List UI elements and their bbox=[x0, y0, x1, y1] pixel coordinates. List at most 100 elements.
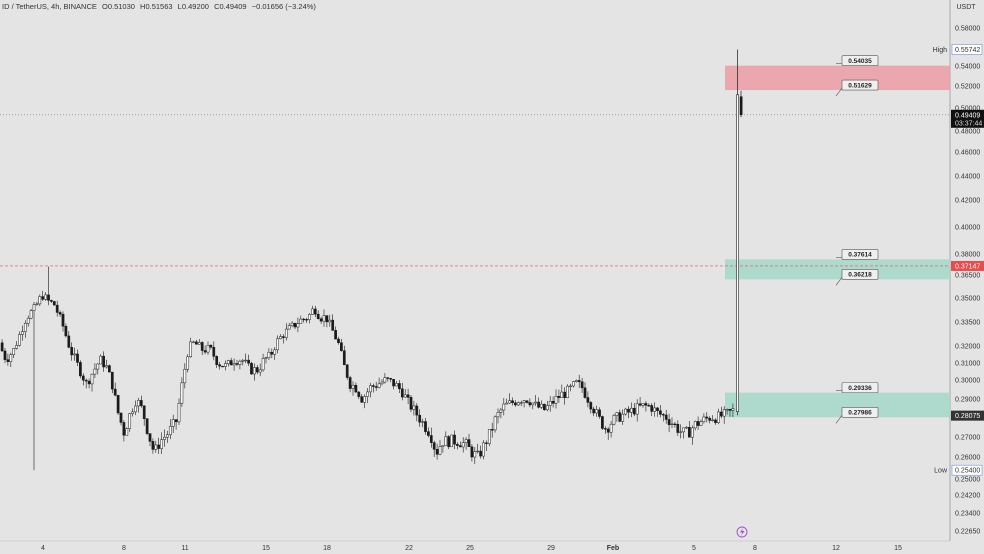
candle-body bbox=[128, 413, 132, 429]
candle-body bbox=[661, 414, 665, 416]
candle-body bbox=[154, 444, 158, 450]
last-candle-body bbox=[739, 96, 743, 116]
zone-callout-box bbox=[841, 382, 879, 393]
candle-body bbox=[528, 402, 532, 406]
candle-body bbox=[711, 419, 714, 421]
candle-body bbox=[18, 334, 21, 346]
zone-callout-label: 0.36218 bbox=[848, 272, 872, 279]
candle-body bbox=[342, 350, 346, 366]
candle-body bbox=[569, 385, 572, 388]
low-value: 0.25400 bbox=[955, 468, 980, 475]
candle-body bbox=[284, 328, 288, 338]
high-value: H0.51563 bbox=[140, 2, 173, 11]
candle-body bbox=[456, 444, 459, 446]
candle-body bbox=[322, 315, 326, 322]
candle-body bbox=[264, 357, 268, 359]
candle-body bbox=[47, 294, 50, 301]
candle-body bbox=[87, 380, 91, 385]
candle-body bbox=[96, 363, 100, 370]
candle-body bbox=[574, 380, 578, 382]
candle-body bbox=[0, 342, 4, 352]
candle-body bbox=[444, 436, 448, 446]
candle-body bbox=[261, 358, 265, 371]
candle-body bbox=[238, 360, 242, 365]
candles-group bbox=[0, 49, 743, 471]
zone-callout-label: 0.54035 bbox=[848, 58, 872, 65]
candle-body bbox=[351, 384, 355, 389]
x-tick-label: 29 bbox=[547, 545, 555, 552]
y-tick-label: 0.54000 bbox=[955, 64, 980, 71]
candle-body bbox=[476, 450, 480, 453]
candle-body bbox=[212, 346, 216, 357]
candle-body bbox=[441, 445, 445, 447]
candle-body bbox=[601, 416, 604, 429]
candle-body bbox=[685, 427, 688, 429]
candle-body bbox=[6, 359, 10, 362]
candle-body bbox=[421, 421, 424, 423]
low-label: Low bbox=[934, 468, 948, 475]
current-price-badge bbox=[951, 109, 984, 128]
candle-body bbox=[479, 450, 482, 457]
candle-body bbox=[682, 427, 685, 433]
x-tick-label: 18 bbox=[323, 545, 331, 552]
x-tick-label: 5 bbox=[692, 545, 696, 552]
candle-body bbox=[84, 379, 88, 382]
candle-body bbox=[371, 385, 375, 387]
candle-body bbox=[690, 427, 694, 438]
candle-body bbox=[302, 318, 306, 321]
candle-body bbox=[609, 423, 613, 433]
low-badge bbox=[951, 464, 983, 476]
candle-body bbox=[722, 409, 726, 417]
candle-body bbox=[296, 323, 300, 328]
candle-body bbox=[679, 431, 683, 433]
candle-body bbox=[534, 401, 538, 404]
y-tick-label: 0.27000 bbox=[955, 435, 980, 442]
candle-body bbox=[705, 416, 709, 419]
candle-body bbox=[458, 445, 462, 448]
candle-body bbox=[229, 360, 233, 366]
candle-body bbox=[299, 318, 303, 324]
x-tick-label: 12 bbox=[832, 545, 840, 552]
y-tick-label: 0.30000 bbox=[955, 378, 980, 385]
candle-body bbox=[606, 428, 610, 433]
candle-body bbox=[708, 417, 712, 421]
candle-body bbox=[340, 342, 343, 351]
candle-body bbox=[76, 353, 79, 363]
candle-body bbox=[450, 434, 453, 448]
candle-body bbox=[461, 442, 465, 448]
candle-body bbox=[319, 318, 323, 322]
candle-body bbox=[624, 408, 627, 415]
candle-body bbox=[632, 407, 636, 415]
candle-body bbox=[255, 367, 259, 373]
candle-body bbox=[560, 391, 564, 398]
candle-body bbox=[357, 391, 361, 397]
candle-body bbox=[717, 411, 720, 423]
candle-body bbox=[627, 408, 630, 413]
candle-body bbox=[386, 377, 390, 379]
candle-body bbox=[699, 421, 703, 426]
y-tick-label: 0.36500 bbox=[955, 273, 980, 280]
candle-body bbox=[377, 383, 381, 388]
candle-body bbox=[308, 314, 311, 320]
candle-body bbox=[728, 409, 732, 411]
y-tick-label: 0.29000 bbox=[955, 397, 980, 404]
last-close-value: 0.28075 bbox=[955, 413, 980, 420]
candle-body bbox=[400, 388, 404, 398]
candle-body bbox=[189, 341, 192, 358]
candle-body bbox=[90, 373, 94, 385]
candle-body bbox=[157, 444, 161, 449]
candle-body bbox=[548, 401, 552, 406]
candle-body bbox=[412, 405, 416, 410]
candle-body bbox=[168, 426, 172, 436]
candle-body bbox=[79, 362, 82, 377]
candle-body bbox=[177, 402, 181, 423]
y-tick-label: 0.22650 bbox=[955, 529, 980, 536]
candle-body bbox=[592, 408, 596, 414]
candle-body bbox=[348, 377, 352, 389]
candle-body bbox=[551, 401, 555, 404]
zone-support-2 bbox=[725, 392, 950, 418]
candle-body bbox=[38, 296, 42, 305]
candle-body bbox=[235, 363, 239, 365]
candle-body bbox=[644, 403, 648, 406]
